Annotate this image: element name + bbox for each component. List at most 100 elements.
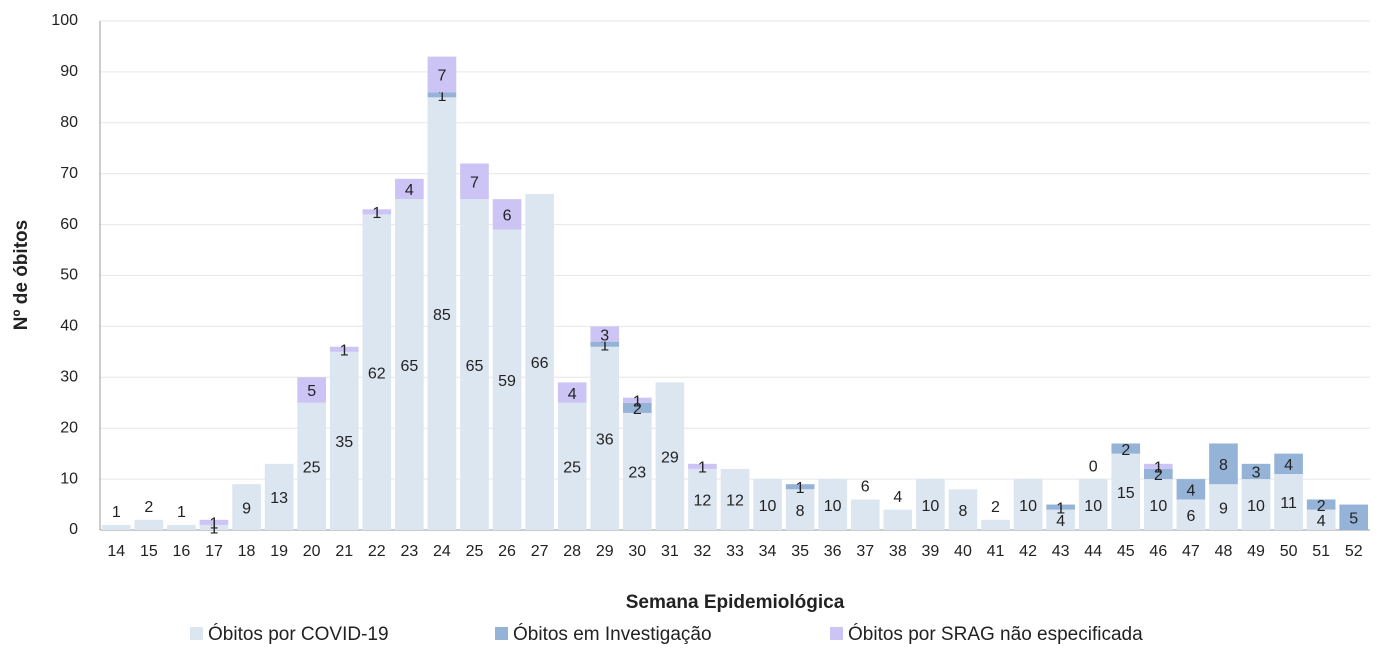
bar-segment: [590, 346, 620, 530]
data-label: 62: [368, 365, 386, 382]
data-label: 1: [437, 88, 446, 105]
x-tick-label: 50: [1280, 543, 1298, 560]
bar-segment: [167, 524, 196, 530]
x-tick-label: 28: [563, 543, 581, 560]
bar-segment: [753, 479, 782, 530]
x-tick-label: 42: [1019, 543, 1037, 560]
data-label: 3: [600, 327, 609, 344]
data-label: 4: [1056, 513, 1065, 530]
bar-segment: [1144, 468, 1173, 480]
bar-segment: [557, 402, 587, 530]
bar-segment: [1274, 474, 1303, 530]
x-tick-label: 32: [694, 543, 712, 560]
x-tick-label: 49: [1247, 543, 1265, 560]
bar-segment: [1339, 504, 1369, 530]
bar-segment: [1046, 509, 1075, 530]
bar-segment: [1306, 499, 1336, 510]
data-label: 7: [470, 175, 479, 192]
data-label: 10: [759, 498, 777, 515]
data-label: 1: [177, 504, 186, 521]
legend-swatch: [830, 627, 843, 640]
data-label: 8: [1219, 457, 1228, 474]
data-label: 1: [340, 343, 349, 360]
data-label: 10: [824, 498, 842, 515]
x-tick-label: 37: [856, 543, 874, 560]
data-label: 1: [796, 480, 805, 497]
y-tick-label: 70: [60, 165, 78, 182]
data-label: 10: [921, 498, 939, 515]
bar-segment: [883, 509, 913, 530]
legend-swatch: [495, 627, 508, 640]
legend-label: Óbitos por SRAG não especificada: [848, 623, 1143, 645]
data-label: 1: [112, 504, 121, 521]
y-tick-label: 80: [60, 114, 78, 131]
bar-segment: [785, 489, 815, 530]
y-tick-label: 90: [60, 63, 78, 80]
y-tick-label: 0: [69, 521, 78, 538]
y-tick-label: 100: [51, 12, 78, 29]
bar-segment: [688, 468, 717, 530]
data-label: 1: [1056, 500, 1065, 517]
bar-segment: [916, 479, 945, 530]
data-label: 65: [466, 358, 484, 375]
data-label: 25: [563, 460, 581, 477]
data-label: 6: [861, 479, 870, 496]
bar-segment: [785, 484, 815, 490]
bar-segment: [1078, 479, 1108, 530]
bar-segment: [1176, 479, 1206, 500]
data-label: 2: [1317, 498, 1326, 515]
data-label: 4: [1186, 482, 1195, 499]
data-label: 1: [600, 337, 609, 354]
data-label: 1: [210, 521, 219, 538]
x-tick-label: 48: [1215, 543, 1233, 560]
data-label: 1: [698, 460, 707, 477]
bar-segment: [492, 199, 522, 230]
y-tick-label: 20: [60, 419, 78, 436]
data-label: 7: [437, 68, 446, 85]
bar-segment: [232, 484, 261, 530]
x-tick-label: 31: [661, 543, 679, 560]
bar-segment: [1209, 484, 1238, 530]
bar-segment: [981, 519, 1010, 530]
bar-segment: [362, 209, 392, 215]
bar-segment: [622, 397, 652, 403]
data-label: 66: [531, 355, 549, 372]
legend-label: Óbitos em Investigação: [513, 623, 712, 645]
bar-segment: [1241, 463, 1271, 480]
x-tick-label: 15: [140, 543, 158, 560]
x-tick-label: 18: [238, 543, 256, 560]
x-tick-label: 36: [824, 543, 842, 560]
x-tick-label: 45: [1117, 543, 1135, 560]
y-tick-label: 50: [60, 267, 78, 284]
data-label: 10: [1149, 498, 1167, 515]
bar-segment: [1209, 443, 1238, 485]
x-tick-label: 35: [791, 543, 809, 560]
data-label: 85: [433, 307, 451, 324]
data-label: 12: [726, 493, 744, 510]
bar-segment: [590, 341, 620, 347]
bar-segment: [655, 382, 685, 530]
bar-segment: [134, 519, 164, 530]
x-tick-label: 38: [889, 543, 907, 560]
x-tick-label: 40: [954, 543, 972, 560]
y-axis-title: Nº de óbitos: [11, 220, 32, 330]
data-label: 5: [1349, 510, 1358, 527]
bar-segment: [199, 524, 229, 530]
x-tick-label: 21: [335, 543, 353, 560]
x-tick-label: 27: [531, 543, 549, 560]
legend-swatch: [190, 627, 203, 640]
bar-segment: [622, 402, 652, 413]
x-tick-label: 34: [759, 543, 777, 560]
x-tick-label: 39: [921, 543, 939, 560]
y-tick-label: 10: [60, 470, 78, 487]
bar-segment: [492, 229, 522, 530]
bar-segment: [948, 489, 978, 530]
data-label: 2: [1154, 467, 1163, 484]
data-label: 4: [893, 489, 902, 506]
x-tick-label: 16: [173, 543, 191, 560]
x-tick-label: 26: [498, 543, 516, 560]
bar-segment: [1111, 443, 1141, 454]
bar-segment: [557, 382, 587, 403]
bar-segment: [850, 499, 880, 530]
bar-segment: [1274, 453, 1303, 475]
